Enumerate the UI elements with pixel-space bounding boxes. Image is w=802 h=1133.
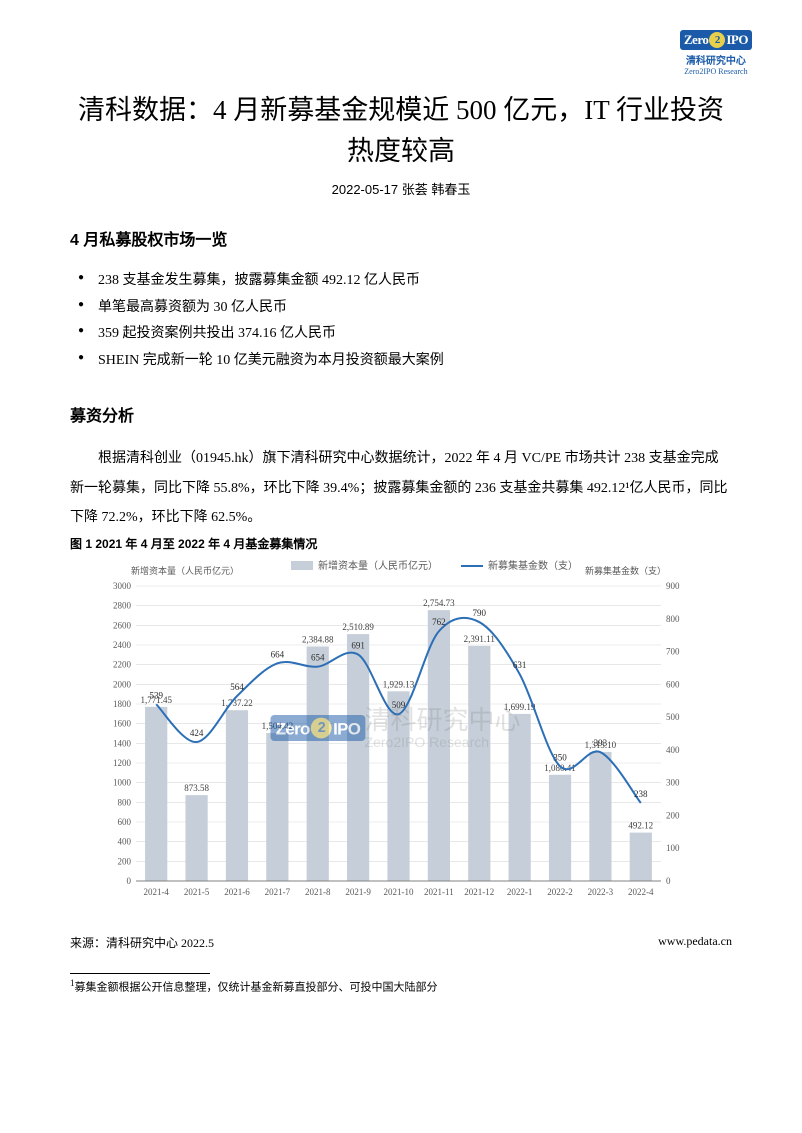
svg-text:873.58: 873.58 <box>184 783 209 793</box>
svg-text:2021-9: 2021-9 <box>345 887 371 897</box>
logo-subtitle-cn: 清科研究中心 <box>680 52 752 67</box>
svg-text:新募集基金数（支）: 新募集基金数（支） <box>585 565 666 576</box>
svg-text:238: 238 <box>634 789 648 799</box>
svg-text:2,391.11: 2,391.11 <box>464 633 495 643</box>
svg-text:0: 0 <box>127 876 132 886</box>
svg-text:2022-4: 2022-4 <box>628 887 654 897</box>
svg-text:0: 0 <box>666 876 671 886</box>
svg-text:1,504.42: 1,504.42 <box>262 721 294 731</box>
svg-text:1,737.22: 1,737.22 <box>221 698 253 708</box>
analysis-paragraph: 根据清科创业（01945.hk）旗下清科研究中心数据统计，2022 年 4 月 … <box>70 444 732 532</box>
svg-text:2021-7: 2021-7 <box>265 887 291 897</box>
svg-text:2022-2: 2022-2 <box>547 887 573 897</box>
svg-text:1,929.13: 1,929.13 <box>383 679 415 689</box>
svg-text:新增资本量（人民币亿元）: 新增资本量（人民币亿元） <box>318 559 438 572</box>
svg-text:400: 400 <box>118 836 132 846</box>
source-left: 来源：清科研究中心 2022.5 <box>70 934 214 951</box>
logo-subtitle-en: Zero2IPO Research <box>680 67 752 76</box>
svg-text:2400: 2400 <box>113 640 132 650</box>
brand-logo: Zero 2 IPO 清科研究中心 Zero2IPO Research <box>680 30 752 76</box>
footnote-rule <box>70 973 210 974</box>
svg-text:新增资本量（人民币亿元）: 新增资本量（人民币亿元） <box>131 565 239 576</box>
logo-text-zero: Zero <box>684 32 708 48</box>
svg-text:600: 600 <box>666 679 680 689</box>
list-item: 单笔最高募资额为 30 亿人民币 <box>98 295 732 322</box>
svg-text:393: 393 <box>594 738 608 748</box>
svg-text:492.12: 492.12 <box>628 820 653 830</box>
byline: 2022-05-17 张荟 韩春玉 <box>70 179 732 198</box>
svg-text:631: 631 <box>513 660 527 670</box>
svg-text:790: 790 <box>473 608 487 618</box>
chart-svg: 0200400600800100012001400160018002000220… <box>81 556 721 916</box>
section-heading-analysis: 募资分析 <box>70 402 732 426</box>
svg-text:509: 509 <box>392 700 406 710</box>
svg-text:3000: 3000 <box>113 581 132 591</box>
svg-text:1600: 1600 <box>113 718 132 728</box>
svg-text:2021-10: 2021-10 <box>384 887 414 897</box>
svg-text:1200: 1200 <box>113 758 132 768</box>
overview-bullet-list: 238 支基金发生募集，披露募集金额 492.12 亿人民币 单笔最高募资额为 … <box>70 268 732 374</box>
svg-text:664: 664 <box>271 649 285 659</box>
svg-text:2022-1: 2022-1 <box>507 887 532 897</box>
logo-badge: Zero 2 IPO <box>680 30 752 50</box>
svg-text:800: 800 <box>118 797 132 807</box>
section-heading-overview: 4 月私募股权市场一览 <box>70 226 732 250</box>
footnote: 1募集金额根据公开信息整理，仅统计基金新募直投部分、可投中国大陆部分 <box>70 978 732 995</box>
svg-text:2,384.88: 2,384.88 <box>302 634 334 644</box>
list-item: SHEIN 完成新一轮 10 亿美元融资为本月投资额最大案例 <box>98 348 732 375</box>
svg-text:2022-3: 2022-3 <box>588 887 614 897</box>
footnote-text: 募集金额根据公开信息整理，仅统计基金新募直投部分、可投中国大陆部分 <box>75 981 438 993</box>
svg-text:1400: 1400 <box>113 738 132 748</box>
svg-text:2021-5: 2021-5 <box>184 887 210 897</box>
svg-text:424: 424 <box>190 728 204 738</box>
svg-text:2600: 2600 <box>113 620 132 630</box>
page-title: 清科数据：4 月新募基金规模近 500 亿元，IT 行业投资热度较高 <box>70 90 732 171</box>
svg-text:200: 200 <box>666 810 680 820</box>
svg-text:539: 539 <box>149 690 163 700</box>
svg-text:2000: 2000 <box>113 679 132 689</box>
svg-text:1800: 1800 <box>113 699 132 709</box>
svg-text:654: 654 <box>311 652 325 662</box>
source-right: www.pedata.cn <box>658 934 732 951</box>
svg-text:2,510.89: 2,510.89 <box>342 622 374 632</box>
fundraising-chart: 0200400600800100012001400160018002000220… <box>81 556 721 916</box>
svg-text:1000: 1000 <box>113 777 132 787</box>
svg-text:2,754.73: 2,754.73 <box>423 598 455 608</box>
svg-text:400: 400 <box>666 744 680 754</box>
svg-text:900: 900 <box>666 581 680 591</box>
list-item: 359 起投资案例共投出 374.16 亿人民币 <box>98 321 732 348</box>
logo-text-ipo: IPO <box>726 32 748 48</box>
svg-text:800: 800 <box>666 613 680 623</box>
svg-text:691: 691 <box>351 640 365 650</box>
svg-text:2021-8: 2021-8 <box>305 887 331 897</box>
svg-text:350: 350 <box>553 752 567 762</box>
svg-text:600: 600 <box>118 817 132 827</box>
svg-text:2800: 2800 <box>113 600 132 610</box>
svg-text:762: 762 <box>432 617 446 627</box>
source-row: 来源：清科研究中心 2022.5 www.pedata.cn <box>70 934 732 951</box>
svg-text:2021-12: 2021-12 <box>464 887 494 897</box>
svg-text:2021-4: 2021-4 <box>143 887 169 897</box>
figure-title: 图 1 2021 年 4 月至 2022 年 4 月基金募集情况 <box>70 535 732 552</box>
svg-text:200: 200 <box>118 856 132 866</box>
svg-text:700: 700 <box>666 646 680 656</box>
svg-text:100: 100 <box>666 843 680 853</box>
svg-text:新募集基金数（支）: 新募集基金数（支） <box>488 559 578 572</box>
svg-text:500: 500 <box>666 712 680 722</box>
svg-text:2200: 2200 <box>113 659 132 669</box>
svg-text:2021-6: 2021-6 <box>224 887 250 897</box>
logo-text-two: 2 <box>709 32 725 48</box>
svg-text:2021-11: 2021-11 <box>424 887 454 897</box>
svg-text:300: 300 <box>666 777 680 787</box>
list-item: 238 支基金发生募集，披露募集金额 492.12 亿人民币 <box>98 268 732 295</box>
svg-text:564: 564 <box>230 682 244 692</box>
